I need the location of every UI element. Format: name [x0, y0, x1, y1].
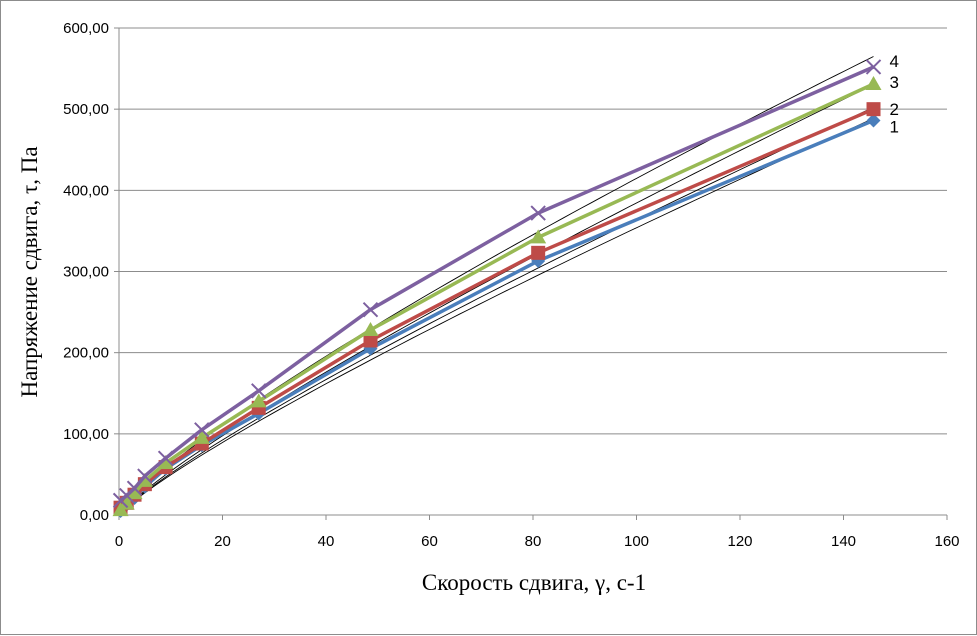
data-point-2: [363, 333, 378, 348]
series-label-3: 3: [890, 73, 899, 92]
series-3: 3: [112, 73, 899, 517]
series-label-4: 4: [890, 52, 899, 71]
series-group: 12 3 4: [112, 52, 899, 518]
y-tick-label: 200,00: [63, 345, 109, 362]
data-point-3: [250, 393, 267, 408]
axes: [114, 27, 948, 520]
series-line-1: [119, 118, 875, 513]
y-tick-label: 600,00: [63, 20, 109, 37]
trend-line-2: [120, 106, 874, 514]
x-axis-title: Скорость сдвига, γ, с-1: [422, 570, 646, 595]
x-tick-label: 160: [934, 533, 959, 550]
x-tick-label: 120: [727, 533, 752, 550]
y-tick-label: 500,00: [63, 101, 109, 118]
series-1: 1: [113, 113, 899, 518]
x-tick-label: 0: [115, 533, 123, 550]
data-point-4: [157, 450, 174, 466]
series-4: 4: [112, 52, 899, 509]
y-tick-label: 100,00: [63, 426, 109, 443]
data-point-3: [530, 229, 547, 244]
data-point-4: [126, 480, 143, 496]
data-point-3: [118, 495, 135, 510]
x-tick-label: 80: [525, 533, 542, 550]
x-tick-label: 100: [624, 533, 649, 550]
series-label-2: 2: [890, 100, 899, 119]
y-tick-label: 300,00: [63, 264, 109, 281]
tick-labels: 0,00 100,00 200,00 300,00 400,00 500,00 600,00…: [63, 20, 959, 550]
data-point-3: [157, 455, 174, 470]
y-tick-label: 0,00: [80, 507, 109, 524]
series-label-1: 1: [890, 118, 899, 137]
x-tick-label: 40: [318, 533, 335, 550]
y-axis-title: Напряжение сдвига, τ, Па: [17, 146, 42, 397]
x-tick-label: 60: [421, 533, 438, 550]
data-point-4: [530, 205, 546, 221]
data-point-4: [137, 468, 153, 484]
data-point-3: [865, 76, 882, 91]
data-point-3: [362, 321, 379, 336]
data-point-4: [194, 422, 210, 438]
series-2: 2: [113, 100, 899, 515]
gridlines: [119, 27, 947, 435]
x-tick-label: 20: [214, 533, 231, 550]
trend-line-1: [120, 118, 874, 514]
data-point-2: [866, 102, 881, 117]
x-tick-label: 140: [831, 533, 856, 550]
data-point-4: [362, 301, 379, 318]
data-point-3: [193, 429, 210, 444]
data-point-1: [866, 113, 881, 128]
data-point-3: [126, 485, 143, 500]
trend-line-3: [120, 84, 874, 514]
series-line-3: [119, 82, 875, 512]
trend-lines: [120, 56, 874, 514]
data-point-4: [251, 383, 267, 399]
y-tick-label: 400,00: [63, 182, 109, 199]
data-point-4: [865, 59, 882, 75]
data-point-2: [531, 245, 546, 260]
